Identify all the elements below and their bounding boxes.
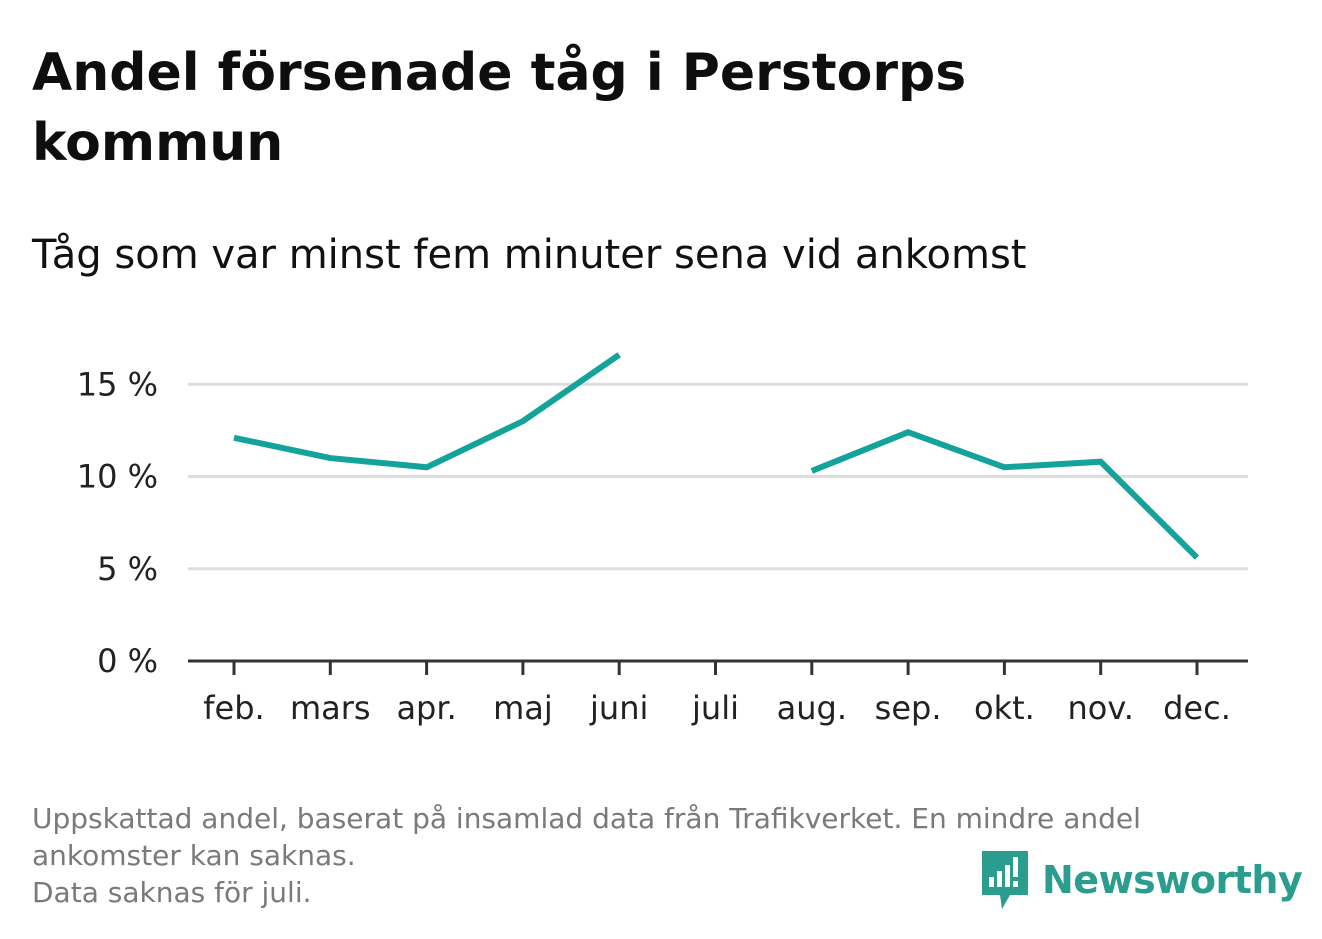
newsworthy-logo-icon	[982, 851, 1028, 909]
series-lines	[233, 352, 1200, 560]
x-tick-label: sep.	[875, 689, 942, 727]
x-tick-label: nov.	[1067, 689, 1133, 727]
y-tick-label: 5 %	[97, 550, 158, 588]
brand-logo: Newsworthy	[980, 848, 1303, 912]
x-tick-label: apr.	[396, 689, 456, 727]
y-axis-tick-labels: 0 % 5 % 10 % 15 %	[77, 365, 158, 680]
footnote-line-1: Uppskattad andel, baserat på insamlad da…	[32, 802, 1141, 835]
chart-subtitle: Tåg som var minst fem minuter sena vid a…	[32, 232, 1027, 278]
x-tick-label: feb.	[203, 689, 264, 727]
footnote: Uppskattad andel, baserat på insamlad da…	[32, 800, 1282, 911]
series-line	[233, 352, 621, 471]
y-tick-label: 15 %	[77, 365, 158, 403]
footnote-line-3: Data saknas för juli.	[32, 876, 312, 909]
line-chart: 0 % 5 % 10 % 15 % feb. mars apr. maj juni juli au…	[77, 352, 1248, 727]
y-tick-label: 0 %	[97, 642, 158, 680]
chart-title: Andel försenade tåg i Perstorps kommun	[32, 43, 967, 173]
grid-lines	[188, 382, 1248, 571]
x-tick-label: mars	[290, 689, 371, 727]
x-tick-label: dec.	[1163, 689, 1231, 727]
x-tick-label: aug.	[777, 689, 847, 727]
x-axis	[188, 659, 1248, 675]
x-tick-label: maj	[493, 689, 553, 727]
x-axis-tick-labels: feb. mars apr. maj juni juli aug. sep. okt. nov. d…	[203, 689, 1231, 727]
x-tick-label: juli	[691, 689, 739, 727]
footnote-line-2: ankomster kan saknas.	[32, 839, 356, 872]
x-tick-label: okt.	[974, 689, 1035, 727]
x-tick-label: juni	[589, 689, 648, 727]
series-line	[810, 429, 1200, 560]
y-tick-label: 10 %	[77, 458, 158, 496]
brand-name: Newsworthy	[1042, 858, 1303, 902]
